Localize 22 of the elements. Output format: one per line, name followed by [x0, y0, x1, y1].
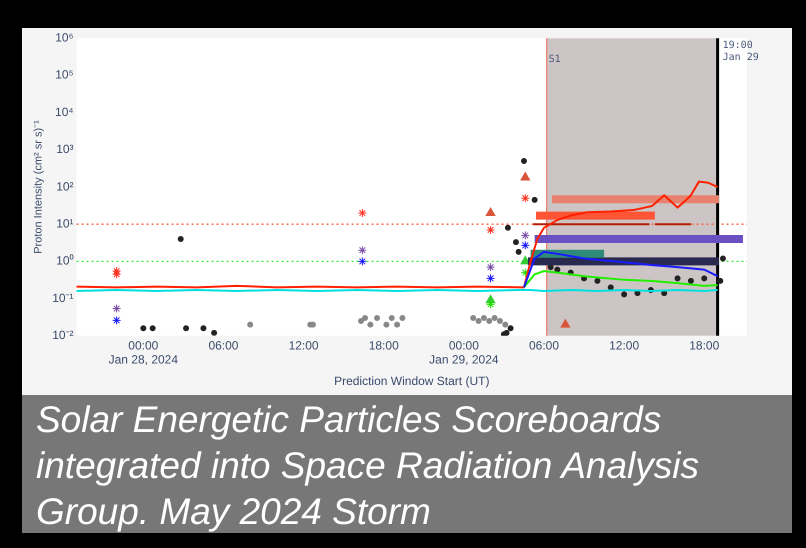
y-axis-title: Proton Intensity (cm² sr s)⁻¹	[32, 120, 45, 254]
x-tick-label: 06:00	[208, 338, 239, 352]
y-tick-label: 10⁻¹	[52, 290, 74, 305]
x-axis-title: Prediction Window Start (UT)	[334, 374, 490, 388]
y-tick-label: 10⁰	[56, 254, 74, 268]
y-tick-label: 10³	[56, 142, 74, 156]
y-tick-label: 10⁻²	[52, 328, 74, 342]
x-tick-label: 00:00 Jan 29, 2024	[429, 338, 499, 367]
text: Solar Energetic Particles Scoreboards integrated into Space Radiation Analysis Group. May 2024 Storm	[22, 395, 792, 533]
y-tick-label: 10⁵	[55, 68, 74, 82]
y-tick-label: 10²	[56, 179, 74, 194]
x-tick-label: 12:00	[288, 338, 319, 352]
y-tick-label: 10⁶	[55, 30, 74, 45]
x-tick-label: 12:00	[609, 338, 640, 352]
x-tick-label: 00:00 Jan 28, 2024	[108, 338, 178, 367]
ref-line-label: 19:00 Jan 29	[722, 40, 759, 64]
x-tick-label: 18:00	[689, 338, 720, 352]
x-tick-label: 18:00	[368, 338, 400, 352]
y-tick-label: 10⁴	[55, 104, 74, 119]
x-tick-label: 06:00	[528, 338, 560, 352]
ref-line-label: S1	[548, 54, 561, 66]
y-tick-label: 10¹	[56, 216, 74, 231]
